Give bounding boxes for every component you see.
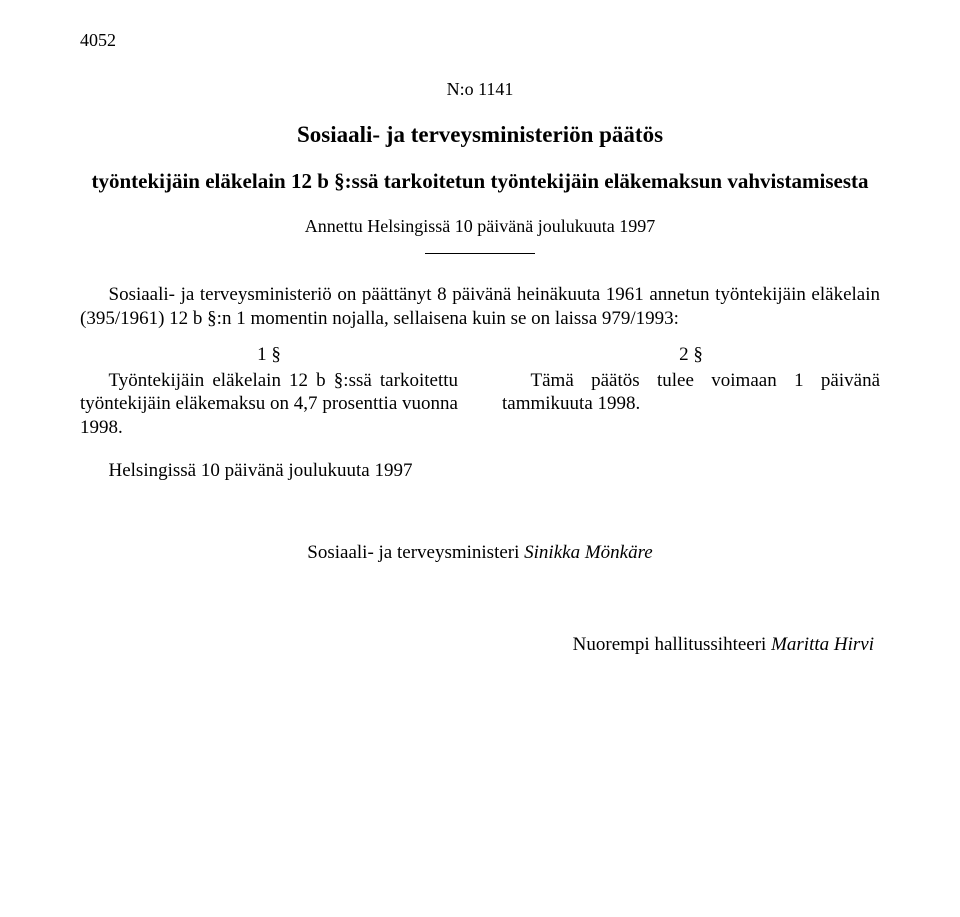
- secretary-name: Maritta Hirvi: [771, 634, 874, 655]
- given-line: Annettu Helsingissä 10 päivänä joulukuut…: [80, 216, 880, 237]
- column-right: 2 § Tämä päätös tulee voimaan 1 päivänä …: [502, 341, 880, 440]
- document-subtitle: työntekijäin eläkelain 12 b §:ssä tarkoi…: [80, 168, 880, 194]
- document-title: Sosiaali- ja terveysministeriön päätös: [80, 122, 880, 148]
- section-1-number: 1 §: [80, 343, 458, 367]
- minister-label: Sosiaali- ja terveysministeri: [307, 542, 524, 563]
- divider: [80, 241, 880, 259]
- secretary-label: Nuorempi hallitussihteeri: [573, 634, 771, 655]
- place-date: Helsingissä 10 päivänä joulukuuta 1997: [80, 460, 880, 482]
- secretary-line: Nuorempi hallitussihteeri Maritta Hirvi: [80, 634, 880, 656]
- preamble-text: Sosiaali- ja terveysministeriö on päättä…: [80, 283, 880, 331]
- minister-line: Sosiaali- ja terveysministeri Sinikka Mö…: [80, 542, 880, 564]
- document-page: 4052 N:o 1141 Sosiaali- ja terveysminist…: [0, 0, 960, 917]
- document-number: N:o 1141: [80, 79, 880, 100]
- column-left: 1 § Työntekijäin eläkelain 12 b §:ssä ta…: [80, 341, 458, 440]
- section-1-text: Työntekijäin eläkelain 12 b §:ssä tarkoi…: [80, 369, 458, 440]
- section-2-number: 2 §: [502, 343, 880, 367]
- columns: 1 § Työntekijäin eläkelain 12 b §:ssä ta…: [80, 341, 880, 440]
- page-number: 4052: [80, 30, 880, 51]
- minister-name: Sinikka Mönkäre: [524, 542, 653, 563]
- section-2-text: Tämä päätös tulee voimaan 1 päivänä tamm…: [502, 369, 880, 417]
